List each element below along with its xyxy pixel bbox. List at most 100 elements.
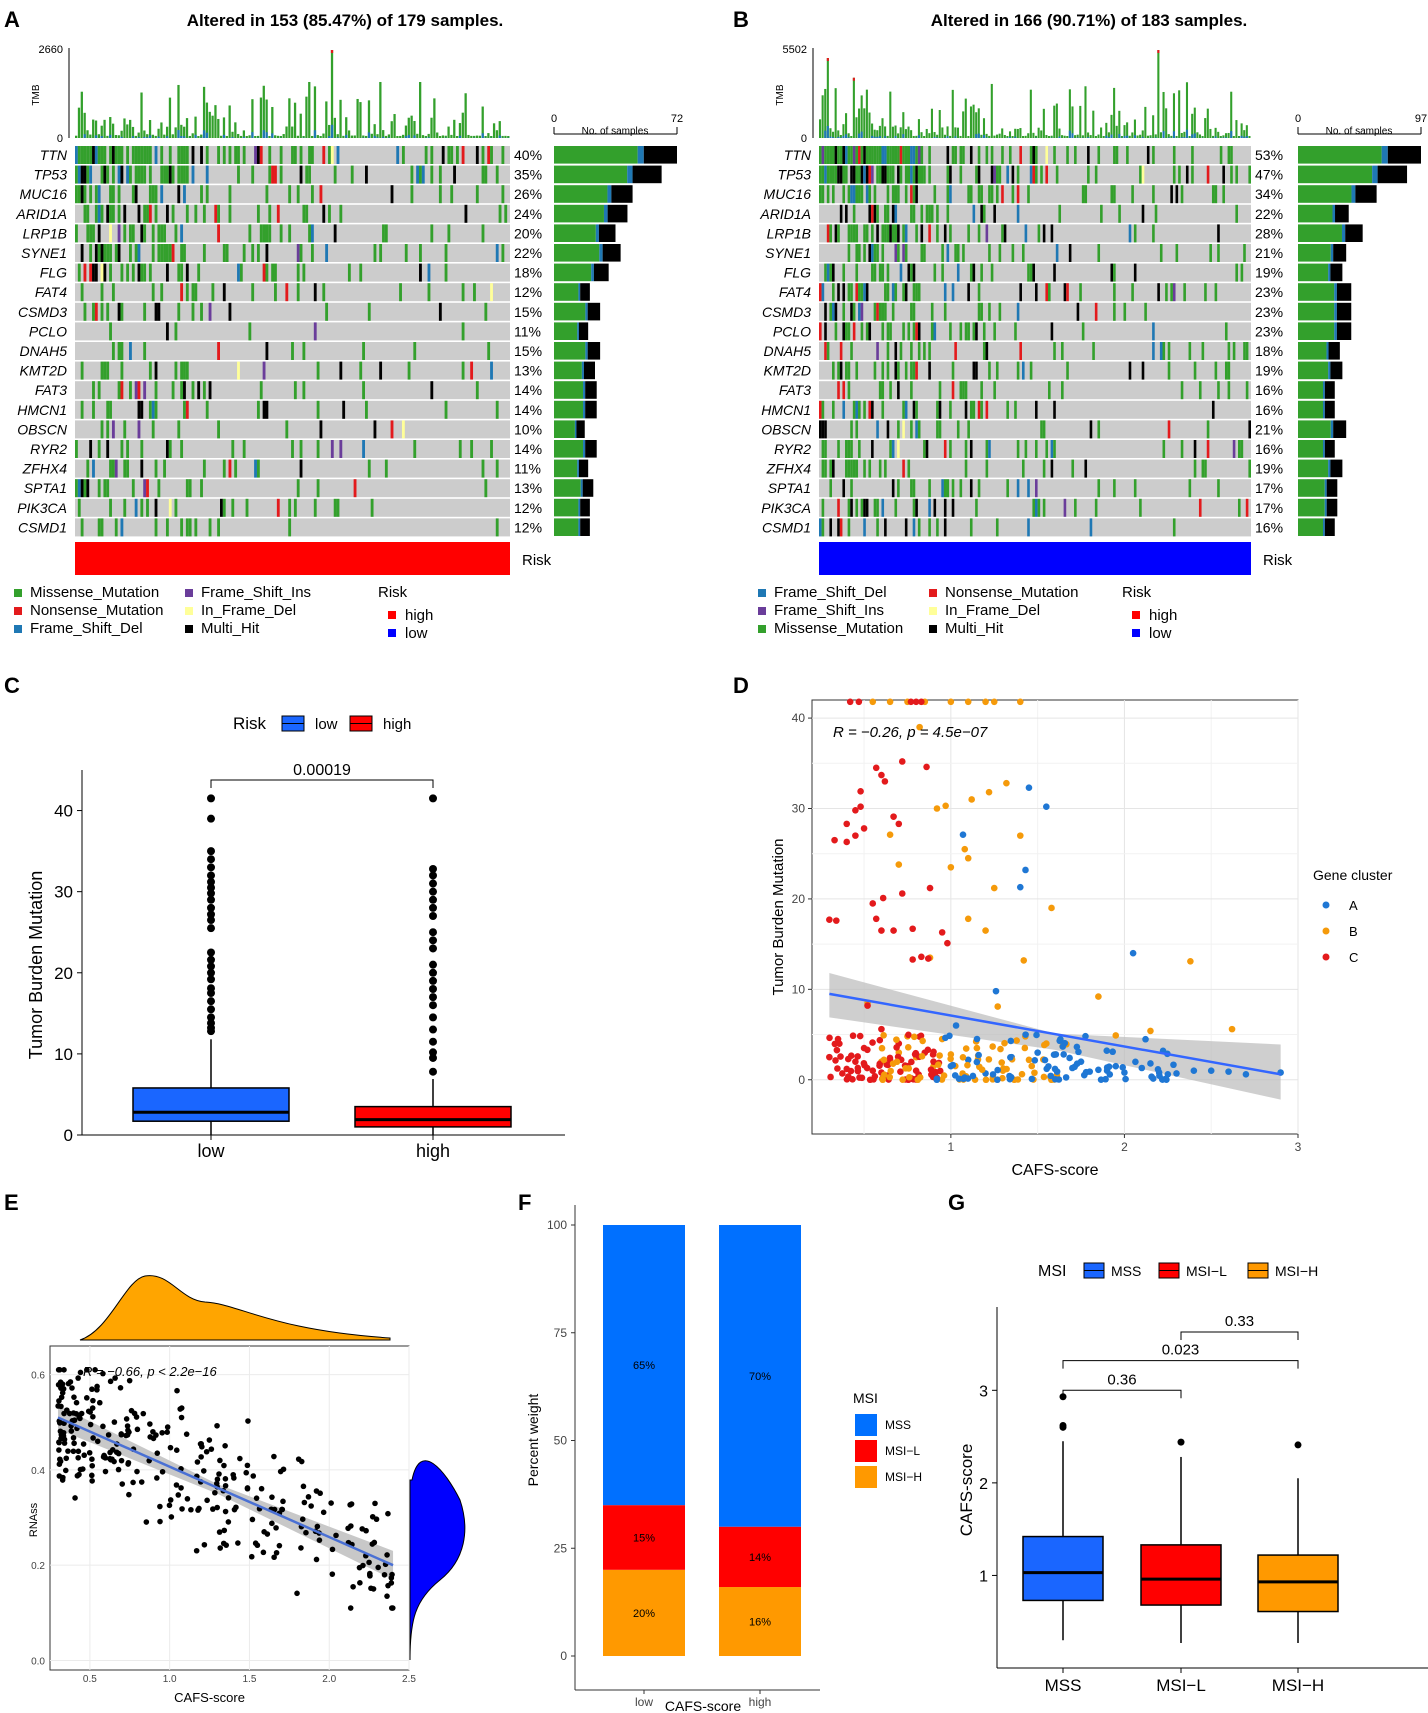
gene-count-bar	[1336, 283, 1352, 301]
data-point	[1138, 1064, 1146, 1072]
data-point	[975, 1051, 982, 1059]
gene-name: FLG	[40, 265, 67, 281]
data-point	[221, 1462, 227, 1469]
tmb-bar-part	[1123, 136, 1126, 138]
mutation-cell	[1035, 440, 1038, 458]
mutation-cell	[910, 420, 913, 439]
mutation-cell	[837, 518, 840, 537]
data-point	[388, 1575, 395, 1581]
mutation-cell	[1014, 322, 1017, 341]
legend-label: MSS	[1111, 1263, 1141, 1279]
gene-count-bar	[1298, 479, 1325, 497]
data-point	[989, 1043, 996, 1050]
data-point	[1190, 1067, 1198, 1075]
mutation-cell	[855, 420, 859, 439]
outlier-point	[207, 794, 215, 803]
mutation-cell	[990, 165, 994, 184]
tmb-bar-part	[265, 132, 268, 138]
tmb-bar-part	[829, 136, 832, 138]
data-point	[1047, 1072, 1055, 1080]
tmb-tick-min: 0	[801, 133, 807, 145]
oncoplot-title: Altered in 153 (85.47%) of 179 samples.	[187, 11, 504, 30]
mutation-cell	[185, 204, 189, 223]
mutation-cell	[137, 400, 141, 419]
tmb-bar	[925, 128, 928, 138]
mutation-cell	[319, 185, 323, 204]
mutation-cell	[899, 342, 903, 360]
mutation-cell	[80, 283, 84, 302]
mutation-cell	[990, 263, 994, 282]
mutation-cell	[832, 400, 835, 419]
data-point	[123, 1416, 130, 1422]
mutation-cell	[917, 420, 921, 439]
tmb-bar	[1172, 93, 1176, 138]
data-point	[876, 1062, 883, 1069]
mutation-cell	[1058, 204, 1062, 223]
mutation-cell	[259, 224, 263, 243]
mutation-cell	[881, 498, 885, 517]
mutation-cell	[350, 165, 354, 184]
gene-count-bar	[580, 518, 590, 536]
mutation-cell	[259, 146, 263, 164]
mutation-cell	[120, 361, 124, 380]
data-point	[134, 1468, 140, 1475]
tmb-bar	[1102, 135, 1105, 138]
outlier-point	[429, 1013, 437, 1022]
tmb-bar-part	[131, 136, 135, 138]
tmb-tick-max: 5502	[783, 44, 807, 56]
mutation-cell	[928, 224, 931, 243]
mutation-cell	[980, 185, 983, 204]
data-point	[58, 1394, 65, 1401]
mutation-cell	[925, 204, 929, 223]
mutation-cell	[151, 283, 155, 302]
outlier-point	[429, 1025, 437, 1034]
data-point	[1007, 1037, 1015, 1045]
mutation-cell	[1170, 283, 1173, 302]
tmb-bar	[450, 134, 453, 138]
data-point	[947, 698, 955, 706]
mutation-cell	[490, 146, 493, 164]
data-point	[260, 1549, 267, 1556]
legend-label: high	[383, 716, 411, 733]
data-point	[388, 1580, 395, 1586]
gene-count-bar	[1298, 420, 1331, 438]
mutation-cell	[855, 263, 859, 282]
mutation-cell	[980, 302, 983, 321]
mutation-cell	[165, 204, 169, 223]
mutation-cell	[154, 459, 158, 478]
data-point	[893, 1036, 900, 1043]
risk-legend-swatch	[1132, 629, 1140, 637]
mutation-cell	[342, 400, 346, 419]
mutation-cell	[852, 302, 856, 321]
gene-count-bar	[1324, 479, 1327, 497]
tmb-bar	[353, 135, 356, 138]
data-point	[1051, 1075, 1059, 1083]
tmb-bar	[1146, 135, 1149, 138]
legend-swatch	[929, 607, 937, 615]
mutation-cell	[969, 146, 973, 164]
mutation-cell	[949, 224, 952, 243]
tmb-bar	[387, 134, 391, 138]
mutation-cell	[143, 146, 147, 164]
data-point	[112, 1375, 118, 1381]
mutation-cell	[86, 479, 90, 498]
tmb-bar-part	[137, 137, 140, 138]
fit-line	[57, 1416, 394, 1567]
mutation-cell	[94, 204, 98, 223]
mutation-cell	[1024, 224, 1028, 243]
mutation-cell	[1118, 204, 1121, 223]
mutation-cell	[904, 185, 908, 204]
mutation-cell	[299, 146, 303, 164]
mutation-cell	[912, 302, 916, 321]
mutation-cell	[103, 263, 107, 282]
mutation-cell	[148, 400, 152, 419]
mutation-cell	[1035, 400, 1038, 419]
mutation-cell	[239, 263, 243, 282]
mutation-cell	[473, 283, 476, 302]
plot-frame	[49, 1345, 410, 1671]
tmb-bar	[75, 135, 78, 138]
mutation-cell	[824, 302, 827, 321]
tmb-bar-part	[146, 137, 149, 138]
mutation-cell	[876, 302, 879, 321]
mutation-cell	[946, 244, 950, 262]
